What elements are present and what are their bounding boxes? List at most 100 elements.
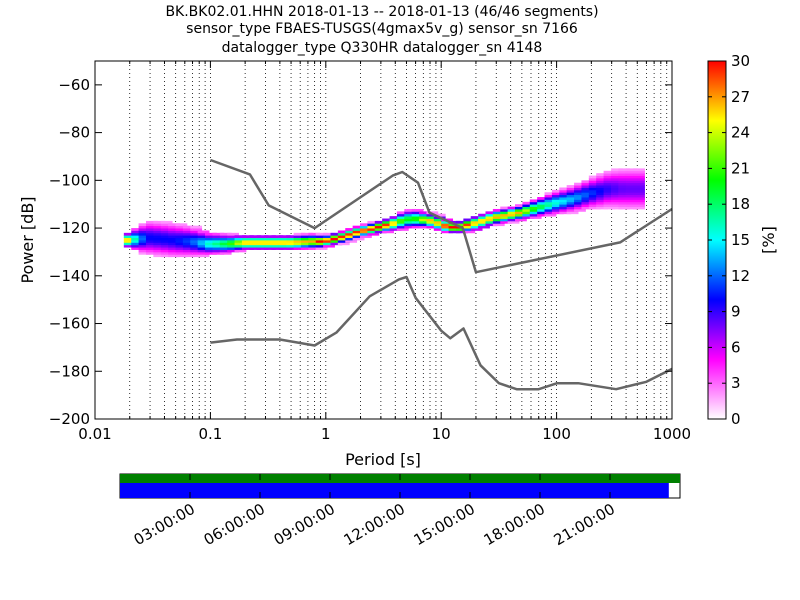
psd-cell <box>610 177 623 181</box>
psd-cell <box>544 208 557 212</box>
psd-cell <box>588 180 601 184</box>
psd-cell <box>463 225 476 229</box>
psd-cell <box>138 235 151 239</box>
psd-cell <box>596 189 609 193</box>
psd-cell <box>625 201 638 205</box>
psd-cell <box>308 237 321 241</box>
psd-cell <box>463 223 476 227</box>
psd-cell <box>588 201 601 205</box>
psd-cell <box>212 244 225 248</box>
y-tick-label: −180 <box>49 362 90 380</box>
psd-cell <box>138 247 151 250</box>
psd-cell <box>625 168 638 172</box>
psd-cell <box>448 225 461 229</box>
psd-cell <box>219 237 232 241</box>
psd-cell <box>175 249 188 253</box>
psd-cell <box>603 194 616 198</box>
psd-cell <box>574 197 586 200</box>
psd-cell <box>544 192 557 196</box>
psd-cell <box>574 192 586 196</box>
psd-cell <box>603 177 616 181</box>
psd-cell <box>633 173 645 176</box>
psd-cell <box>168 230 180 234</box>
psd-cell <box>256 235 269 239</box>
psd-cell <box>360 232 372 236</box>
psd-cell <box>603 173 616 176</box>
psd-cell <box>610 189 623 193</box>
psd-cell <box>537 211 549 215</box>
psd-cell <box>618 201 631 205</box>
psd-cell <box>507 218 520 222</box>
psd-cell <box>404 225 417 229</box>
psd-cell <box>352 237 365 241</box>
psd-cell <box>352 230 365 234</box>
psd-cell <box>212 247 225 250</box>
psd-cell <box>551 189 564 193</box>
psd-cell <box>286 237 299 241</box>
psd-cell <box>168 242 180 246</box>
psd-cell <box>610 168 623 172</box>
psd-cell <box>212 232 225 236</box>
psd-cell <box>485 213 498 217</box>
psd-cell <box>396 225 409 229</box>
psd-cell <box>574 204 586 207</box>
psd-cell <box>145 244 158 248</box>
psd-cell <box>367 232 380 236</box>
psd-cell <box>551 201 564 205</box>
psd-cell <box>241 242 254 246</box>
psd-cell <box>382 225 394 229</box>
psd-cell <box>588 189 601 193</box>
psd-cell <box>500 208 513 212</box>
psd-cell <box>581 185 594 188</box>
psd-cell <box>515 216 527 219</box>
psd-cell <box>455 223 468 227</box>
psd-cell <box>566 208 579 212</box>
psd-cell <box>286 242 299 246</box>
timeline-ticks <box>189 474 611 498</box>
x-tick-label: 1 <box>321 425 331 443</box>
psd-cell <box>138 240 151 243</box>
psd-cell <box>507 208 520 212</box>
psd-cell <box>470 225 483 229</box>
psd-cell <box>574 189 586 193</box>
psd-cell <box>182 249 195 253</box>
psd-cell <box>633 189 645 193</box>
psd-cell <box>374 225 387 229</box>
psd-cell <box>411 213 424 217</box>
psd-cell <box>264 244 276 248</box>
psd-cell <box>588 199 601 203</box>
psd-cell <box>551 199 564 203</box>
psd-cell <box>633 206 645 210</box>
psd-cell <box>618 175 631 179</box>
psd-cell <box>603 182 616 186</box>
psd-cell <box>596 194 609 198</box>
psd-cell <box>610 201 623 205</box>
y-tick-label: −160 <box>49 315 90 333</box>
psd-cell <box>315 235 328 239</box>
psd-cell <box>566 206 579 210</box>
psd-cell <box>367 230 380 234</box>
psd-cell <box>145 249 158 253</box>
psd-cell <box>153 244 166 248</box>
psd-cell <box>574 182 586 186</box>
psd-cell <box>478 213 490 217</box>
psd-cell <box>153 220 166 224</box>
psd-cell <box>559 192 572 196</box>
psd-cell <box>633 204 645 207</box>
psd-cell <box>131 235 144 239</box>
psd-cell <box>197 244 210 248</box>
psd-cell <box>337 230 350 234</box>
psd-cell <box>529 199 542 203</box>
psd-cell <box>153 228 166 231</box>
psd-cell <box>205 235 217 239</box>
psd-cell <box>138 237 151 241</box>
psd-cell <box>396 223 409 227</box>
psd-cell <box>168 223 180 227</box>
psd-cell <box>566 192 579 196</box>
psd-cell <box>160 237 173 241</box>
psd-cell <box>264 247 276 250</box>
psd-cell <box>300 244 313 248</box>
psd-cell <box>345 235 358 239</box>
psd-cell <box>315 242 328 246</box>
psd-cell <box>293 244 306 248</box>
